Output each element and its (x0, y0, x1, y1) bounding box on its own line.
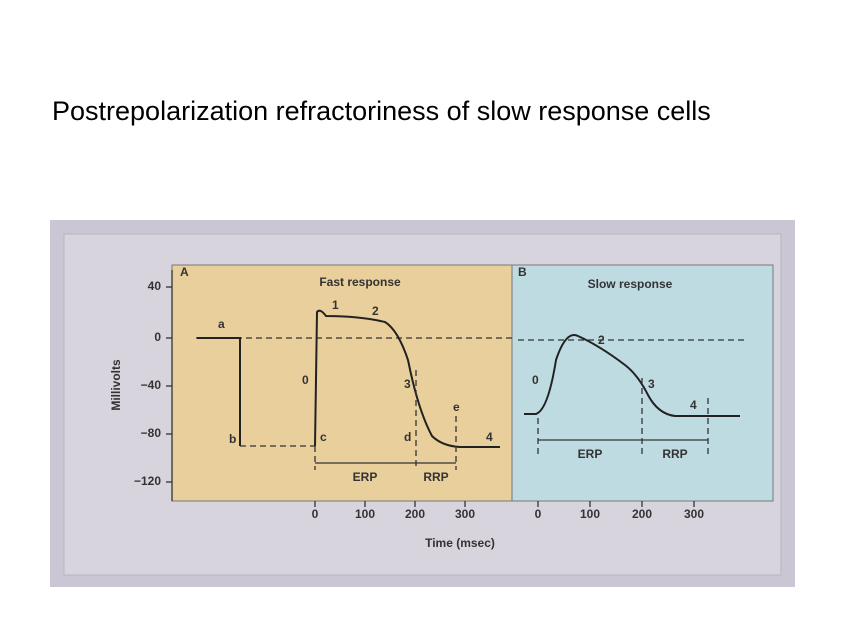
x-tick-label: 100 (580, 507, 600, 521)
phase-label: 0 (302, 373, 309, 387)
trace (524, 334, 740, 417)
point-label: e (453, 400, 460, 414)
x-tick-label: 300 (455, 507, 475, 521)
x-tick-label: 0 (535, 507, 542, 521)
erp-label: ERP (578, 447, 603, 461)
phase-label: 2 (372, 304, 379, 318)
panel-a-bg (171, 264, 513, 502)
y-tick-label: −120 (134, 474, 161, 488)
y-ticks (166, 286, 172, 483)
phase-label: 4 (690, 398, 697, 412)
point-label: a (218, 317, 225, 331)
phase-label: 3 (648, 377, 655, 391)
rrp-label: RRP (423, 470, 448, 484)
y-tick-label: −80 (141, 426, 162, 440)
slide-title: Postrepolarization refractoriness of slo… (52, 96, 711, 126)
phase-label: 4 (486, 430, 493, 444)
panel-title: Slow response (588, 277, 673, 291)
rrp-label: RRP (662, 447, 687, 461)
y-tick-label: −40 (141, 378, 162, 392)
panel-letter: A (180, 265, 189, 279)
trace (197, 337, 241, 446)
x-tick-label: 100 (355, 507, 375, 521)
trace (314, 309, 500, 448)
phase-label: 0 (532, 373, 539, 387)
phase-label: 2 (598, 333, 605, 347)
y-axis-label: Millivolts (109, 359, 123, 411)
point-label: b (229, 432, 236, 446)
panel-title: Fast response (319, 275, 401, 289)
x-tick-label: 0 (312, 507, 319, 521)
x-tick-label: 200 (632, 507, 652, 521)
y-tick-label: 40 (148, 279, 162, 293)
panel-letter: B (518, 265, 527, 279)
x-ticks (314, 501, 695, 507)
point-label: c (320, 430, 327, 444)
x-axis-label: Time (msec) (425, 536, 495, 550)
phase-label: 1 (332, 298, 339, 312)
x-tick-label: 300 (684, 507, 704, 521)
erp-label: ERP (353, 470, 378, 484)
phase-label: 3 (404, 377, 411, 391)
y-tick-label: 0 (154, 330, 161, 344)
point-label: d (404, 430, 411, 444)
x-tick-label: 200 (405, 507, 425, 521)
